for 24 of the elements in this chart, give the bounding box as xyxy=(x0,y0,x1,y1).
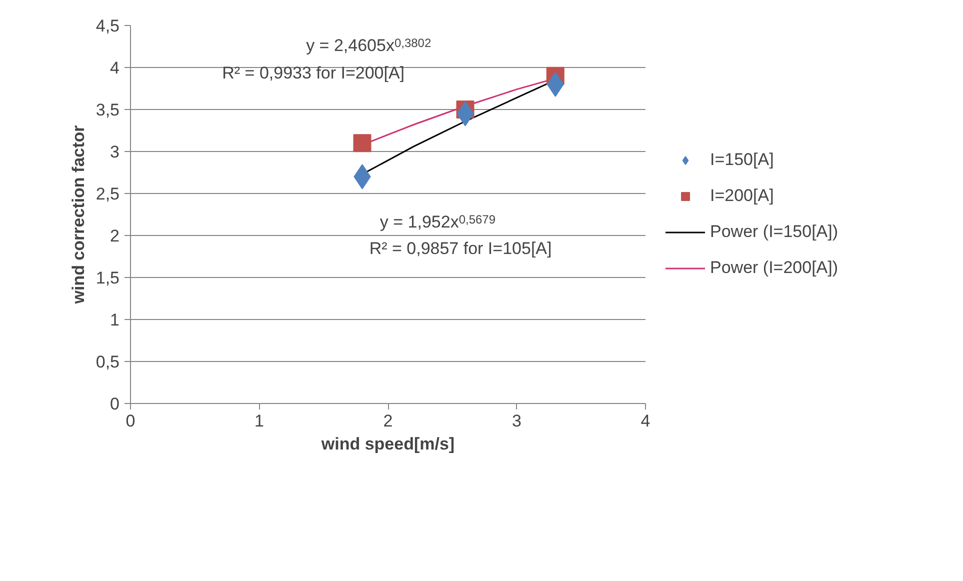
y-tick-label: 2,5 xyxy=(96,184,120,204)
y-tick-label: 1,5 xyxy=(96,268,120,288)
y-tick-label: 1 xyxy=(110,310,120,330)
y-tick-label: 2 xyxy=(110,226,120,246)
annotation: R² = 0,9857 for I=105[A] xyxy=(369,239,552,258)
y-tick-label: 0 xyxy=(110,394,120,414)
y-tick-label: 3 xyxy=(110,142,120,162)
x-tick-label: 3 xyxy=(512,412,522,430)
x-tick-label: 2 xyxy=(383,412,393,430)
y-axis-title: wind correction factor xyxy=(68,124,88,305)
y-tick-label: 0,5 xyxy=(96,352,120,372)
x-tick-label: 4 xyxy=(640,412,650,430)
legend-label: Power (I=200[A]) xyxy=(710,258,838,278)
x-tick-label: 1 xyxy=(254,412,264,430)
annotation: R² = 0,9933 for I=200[A] xyxy=(222,64,405,83)
y-tick-label: 4,5 xyxy=(96,16,120,36)
legend-label: Power (I=150[A]) xyxy=(710,222,838,242)
legend-label: I=150[A] xyxy=(710,150,774,170)
y-tick-label: 4 xyxy=(110,58,120,78)
y-tick-label: 3,5 xyxy=(96,100,120,120)
x-axis-title: wind speed[m/s] xyxy=(320,434,455,454)
legend-label: I=200[A] xyxy=(710,186,774,206)
point xyxy=(353,134,372,152)
x-tick-label: 0 xyxy=(126,412,136,430)
